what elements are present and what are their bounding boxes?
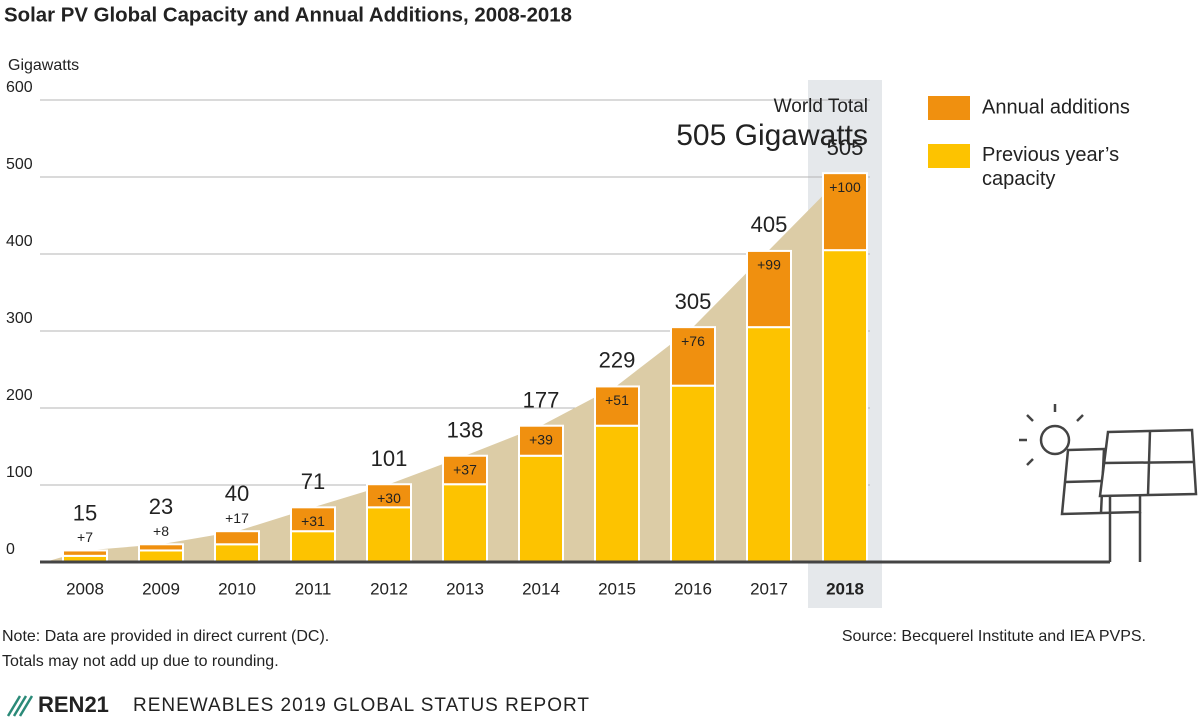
total-label: 405: [751, 212, 788, 237]
note: Note: Data are provided in direct curren…: [2, 628, 329, 645]
bar-segment: [290, 506, 336, 533]
y-tick-label: 600: [6, 79, 33, 96]
data-label: +76: [681, 333, 705, 349]
total-area: [45, 173, 845, 562]
bar-segment: [62, 549, 108, 557]
bar-segment: [138, 543, 184, 552]
x-tick-label: 2015: [598, 579, 636, 598]
bar-segment: [822, 172, 868, 252]
data-label: +8: [153, 523, 169, 539]
total-label: 71: [301, 469, 325, 494]
legend-label: Previous year’s capacity: [982, 144, 1119, 190]
total-label: 138: [447, 418, 484, 443]
total-label: 505: [827, 135, 864, 160]
x-tick-label: 2009: [142, 579, 180, 598]
y-tick-label: 200: [6, 387, 33, 404]
annotation-value: 505 Gigawatts: [676, 119, 868, 152]
bar-segment: [746, 326, 792, 563]
bar-segment: [822, 249, 868, 563]
x-tick-label: 2011: [295, 579, 332, 598]
bar-segment: [518, 424, 564, 457]
x-tick-label: 2014: [522, 579, 560, 598]
logo: [6, 695, 34, 717]
solar-panel-icon: [1019, 404, 1198, 562]
bar-segment: [594, 385, 640, 427]
bar-segment: [518, 454, 564, 563]
data-label: +100: [829, 179, 861, 195]
data-label: +7: [77, 529, 93, 545]
bar-segment: [442, 454, 488, 486]
total-label: 40: [225, 481, 249, 506]
x-tick-label: 2013: [446, 579, 484, 598]
source: Source: Becquerel Institute and IEA PVPS…: [842, 628, 1146, 645]
y-tick-label: 500: [6, 156, 33, 173]
x-tick-label: 2016: [674, 579, 712, 598]
note: Totals may not add up due to rounding.: [2, 653, 279, 670]
total-label: 229: [599, 347, 636, 372]
y-axis-label: Gigawatts: [8, 57, 79, 74]
x-tick-label: 2017: [750, 579, 788, 598]
bar-segment: [366, 506, 412, 563]
total-label: 177: [523, 388, 560, 413]
bar-segment: [290, 530, 336, 564]
y-tick-label: 0: [6, 541, 15, 558]
bar-segment: [746, 249, 792, 329]
data-label: +30: [377, 490, 401, 506]
bar-segment: [214, 543, 260, 563]
x-tick-label: 2008: [66, 579, 104, 598]
bar-segment: [670, 384, 716, 564]
footer-brand: REN21: [38, 692, 109, 717]
total-label: 101: [371, 446, 408, 471]
plot: 0 100 200 300 400 500 600 +7 15 2008 +8 23 2009 +17 40…: [6, 79, 1130, 608]
bar-segment: [366, 483, 412, 509]
chart-title: Solar PV Global Capacity and Annual Addi…: [4, 4, 572, 26]
y-tick-label: 400: [6, 233, 33, 250]
x-tick-label: 2012: [370, 579, 408, 598]
legend-label: Annual additions: [982, 96, 1130, 118]
data-label: +17: [225, 510, 249, 526]
bar-segment: [138, 549, 184, 564]
total-label: 23: [149, 494, 173, 519]
data-label: +39: [529, 431, 553, 447]
data-label: +99: [757, 257, 781, 273]
data-label: +31: [301, 513, 325, 529]
data-label: +51: [605, 392, 629, 408]
footer-report: RENEWABLES 2019 GLOBAL STATUS REPORT: [133, 695, 590, 716]
x-tick-label: 2018: [826, 579, 864, 598]
y-tick-label: 100: [6, 464, 33, 481]
total-label: 305: [675, 289, 712, 314]
bar-segment: [214, 530, 260, 546]
legend-swatch: [928, 144, 970, 168]
x-tick-label: 2010: [218, 579, 256, 598]
annotation-label: World Total: [774, 96, 868, 117]
bar-segment: [442, 483, 488, 564]
total-label: 15: [73, 500, 97, 525]
data-label: +37: [453, 461, 477, 477]
legend-swatch: [928, 96, 970, 120]
bar-segment: [670, 326, 716, 387]
y-tick-label: 300: [6, 310, 33, 327]
bar-segment: [594, 424, 640, 563]
